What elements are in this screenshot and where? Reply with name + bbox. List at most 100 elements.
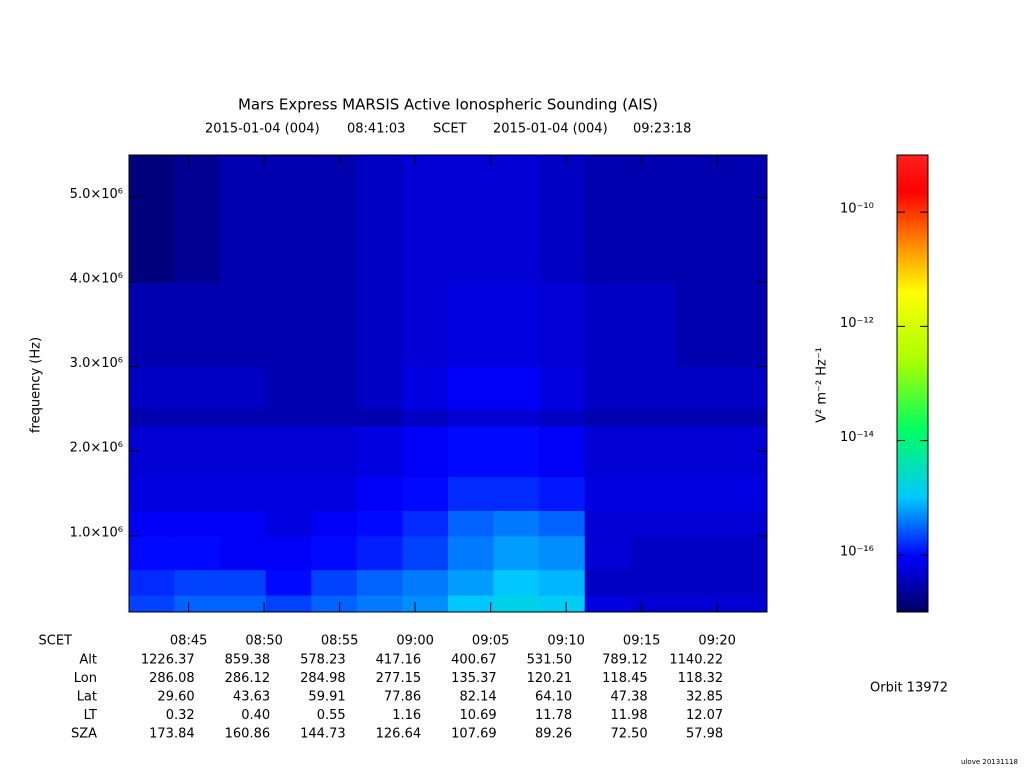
- y-tick-label: 1.0×10⁶: [70, 525, 123, 540]
- y-tick-label: 2.0×10⁶: [70, 441, 123, 456]
- heatmap-cell: [265, 569, 312, 596]
- ephemeris-value: 107.69: [451, 727, 497, 742]
- heatmap-cell: [675, 425, 722, 478]
- heatmap-cell: [675, 408, 722, 427]
- heatmap-cell: [675, 535, 722, 571]
- heatmap-cell: [356, 535, 403, 571]
- heatmap-cell: [448, 569, 495, 596]
- ephemeris-name: LT: [84, 708, 97, 723]
- heatmap-cell: [448, 476, 495, 511]
- ephemeris-value: 82.14: [459, 690, 496, 705]
- heatmap-cell: [129, 155, 176, 283]
- ephemeris-value: 118.32: [678, 671, 724, 686]
- heatmap-cell: [584, 408, 631, 427]
- heatmap-cell: [721, 535, 768, 571]
- heatmap-cell: [220, 155, 267, 283]
- heatmap-cell: [493, 595, 540, 613]
- x-tick-label: 09:10: [547, 634, 584, 649]
- ephemeris-value: 57.98: [686, 727, 723, 742]
- heatmap-cell: [311, 366, 358, 410]
- y-tick-label: 5.0×10⁶: [70, 187, 123, 202]
- ephemeris-value: 1226.37: [141, 653, 195, 668]
- ephemeris-value: 120.21: [527, 671, 573, 686]
- heatmap-cell: [539, 366, 586, 410]
- heatmap-cell: [174, 476, 221, 511]
- plot-frame: [128, 154, 768, 613]
- heatmap-cell: [174, 595, 221, 613]
- heatmap-cell: [630, 408, 677, 427]
- ephemeris-value: 72.50: [610, 727, 647, 742]
- heatmap-cell: [265, 476, 312, 511]
- heatmap-cell: [220, 595, 267, 613]
- ephemeris-value: 11.98: [610, 708, 647, 723]
- heatmap-cell: [265, 535, 312, 571]
- ephemeris-value: 531.50: [527, 653, 573, 668]
- heatmap-cell: [174, 510, 221, 537]
- heatmap-cell: [402, 535, 449, 571]
- heatmap-cell: [356, 155, 403, 283]
- heatmap-cell: [630, 510, 677, 537]
- heatmap-cell: [265, 510, 312, 537]
- heatmap-cell: [174, 281, 221, 368]
- heatmap-cell: [675, 569, 722, 596]
- heatmap-cell: [448, 425, 495, 478]
- heatmap-cell: [721, 569, 768, 596]
- heatmap-cell: [174, 408, 221, 427]
- heatmap-cell: [493, 281, 540, 368]
- ephemeris-value: 89.26: [535, 727, 572, 742]
- heatmap-cell: [630, 425, 677, 478]
- heatmap-cell: [721, 155, 768, 283]
- ephemeris-value: 160.86: [225, 727, 271, 742]
- ephemeris-value: 400.67: [451, 653, 497, 668]
- heatmap-cell: [356, 425, 403, 478]
- heatmap-cell: [675, 366, 722, 410]
- heatmap-cell: [493, 535, 540, 571]
- orbit-label: Orbit 13972: [870, 681, 948, 696]
- colorbar-tick-label: 10⁻¹⁰: [840, 202, 874, 217]
- heatmap-cell: [448, 281, 495, 368]
- ephemeris-value: 286.12: [225, 671, 271, 686]
- start-date: 2015-01-04 (004): [205, 122, 320, 137]
- ephemeris-name: Alt: [79, 653, 97, 668]
- x-tick-label: 09:05: [472, 634, 509, 649]
- heatmap-cell: [493, 425, 540, 478]
- heatmap-cell: [539, 281, 586, 368]
- heatmap-cell: [539, 535, 586, 571]
- ephemeris-name: SZA: [71, 727, 97, 742]
- heatmap-cell: [539, 425, 586, 478]
- ephemeris-value: 1140.22: [669, 653, 723, 668]
- ephemeris-value: 135.37: [451, 671, 497, 686]
- ephemeris-value: 12.07: [686, 708, 723, 723]
- ephemeris-value: 10.69: [459, 708, 496, 723]
- heatmap-cell: [721, 281, 768, 368]
- heatmap-cell: [220, 535, 267, 571]
- ephemeris-value: 277.15: [376, 671, 422, 686]
- heatmap-cell: [402, 476, 449, 511]
- heatmap-cell: [129, 595, 176, 613]
- heatmap-cell: [721, 510, 768, 537]
- credit: ulove 20131118: [961, 758, 1018, 766]
- heatmap-cell: [630, 366, 677, 410]
- heatmap-cell: [129, 281, 176, 368]
- heatmap-cell: [220, 425, 267, 478]
- heatmap-cell: [584, 155, 631, 283]
- ephemeris-value: 144.73: [300, 727, 346, 742]
- heatmap-cell: [220, 476, 267, 511]
- heatmap-cell: [721, 476, 768, 511]
- heatmap-cell: [174, 569, 221, 596]
- heatmap-cell: [539, 408, 586, 427]
- heatmap-cell: [539, 569, 586, 596]
- y-tick-label: 3.0×10⁶: [70, 356, 123, 371]
- heatmap-cell: [402, 595, 449, 613]
- heatmap-cell: [448, 408, 495, 427]
- heatmap-cell: [311, 510, 358, 537]
- x-tick-label: 08:50: [245, 634, 282, 649]
- heatmap-cell: [493, 510, 540, 537]
- heatmap-cell: [311, 425, 358, 478]
- heatmap-cell: [448, 155, 495, 283]
- heatmap-cell: [539, 476, 586, 511]
- chart-title: Mars Express MARSIS Active Ionospheric S…: [238, 96, 658, 114]
- heatmap-cell: [129, 476, 176, 511]
- start-time: 08:41:03: [347, 122, 405, 137]
